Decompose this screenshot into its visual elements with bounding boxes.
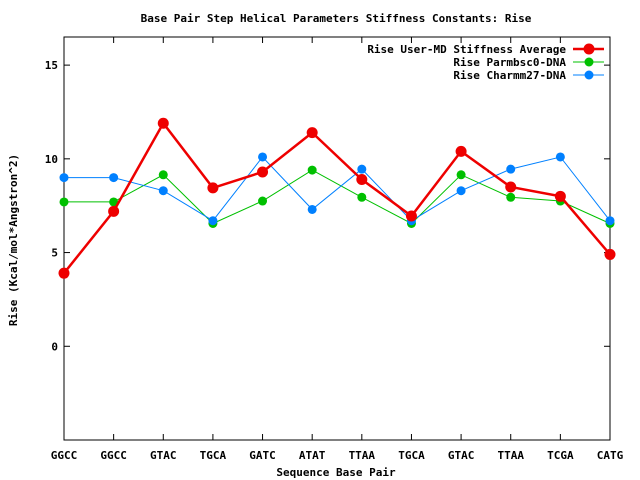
data-point bbox=[157, 117, 169, 129]
series-line bbox=[63, 120, 611, 274]
data-point bbox=[405, 210, 417, 222]
data-point bbox=[208, 216, 218, 226]
data-point bbox=[58, 267, 70, 279]
chart-title: Base Pair Step Helical Parameters Stiffn… bbox=[141, 12, 532, 25]
data-point bbox=[257, 166, 269, 178]
x-tick-label: TTAA bbox=[349, 449, 376, 462]
data-point bbox=[306, 127, 318, 139]
y-tick-label: 0 bbox=[51, 340, 58, 353]
data-point bbox=[307, 204, 317, 214]
y-tick-label: 5 bbox=[51, 247, 58, 260]
data-point bbox=[456, 186, 466, 196]
data-point bbox=[554, 190, 566, 202]
y-tick-label: 15 bbox=[45, 59, 58, 72]
x-axis-ticks: GGCC GGCC GTAC TGCA GATC ATAT TTAA TGCA GTAC TTAA… bbox=[51, 37, 624, 462]
x-tick-label: TGCA bbox=[398, 449, 425, 462]
series-layer bbox=[58, 117, 616, 279]
data-point bbox=[455, 145, 467, 157]
x-axis-label: Sequence Base Pair bbox=[276, 466, 396, 479]
legend-label: Rise User-MD Stiffness Average bbox=[367, 43, 566, 56]
legend-marker bbox=[584, 70, 594, 80]
x-tick-label: ATAT bbox=[299, 449, 326, 462]
legend-label: Rise Charmm27-DNA bbox=[453, 69, 566, 82]
x-tick-label: GTAC bbox=[150, 449, 177, 462]
x-tick-label: GTAC bbox=[448, 449, 475, 462]
x-tick-label: TCGA bbox=[547, 449, 574, 462]
legend-marker bbox=[584, 57, 594, 67]
data-point bbox=[59, 173, 69, 183]
y-axis-ticks: 0 5 10 15 bbox=[45, 59, 610, 353]
series-2 bbox=[59, 152, 615, 226]
data-point bbox=[356, 173, 368, 185]
x-tick-label: GGCC bbox=[100, 449, 127, 462]
x-tick-label: CATG bbox=[597, 449, 624, 462]
series-line bbox=[64, 169, 611, 225]
series-line bbox=[64, 156, 611, 222]
data-point bbox=[357, 192, 367, 202]
data-point bbox=[258, 196, 268, 206]
series-0 bbox=[58, 117, 616, 279]
data-point bbox=[207, 182, 219, 194]
data-point bbox=[158, 186, 168, 196]
data-point bbox=[604, 248, 616, 260]
x-tick-label: GATC bbox=[249, 449, 276, 462]
data-point bbox=[357, 164, 367, 174]
legend-label: Rise Parmbsc0-DNA bbox=[453, 56, 566, 69]
data-point bbox=[109, 173, 119, 183]
data-point bbox=[59, 197, 69, 207]
data-point bbox=[307, 165, 317, 175]
data-point bbox=[158, 170, 168, 180]
x-tick-label: TGCA bbox=[200, 449, 227, 462]
data-point bbox=[258, 152, 268, 162]
data-point bbox=[456, 170, 466, 180]
y-axis-label: Rise (Kcal/mol*Angstron^2) bbox=[7, 154, 20, 326]
data-point bbox=[506, 164, 516, 174]
plot-frame bbox=[63, 36, 611, 441]
x-tick-label: GGCC bbox=[51, 449, 78, 462]
data-point bbox=[506, 192, 516, 202]
data-point bbox=[109, 197, 119, 207]
y-tick-label: 10 bbox=[45, 153, 58, 166]
legend-marker bbox=[583, 43, 595, 55]
data-point bbox=[555, 152, 565, 162]
data-point bbox=[505, 181, 517, 193]
x-tick-label: TTAA bbox=[497, 449, 524, 462]
data-point bbox=[605, 216, 615, 226]
series-1 bbox=[59, 165, 615, 229]
data-point bbox=[108, 205, 120, 217]
